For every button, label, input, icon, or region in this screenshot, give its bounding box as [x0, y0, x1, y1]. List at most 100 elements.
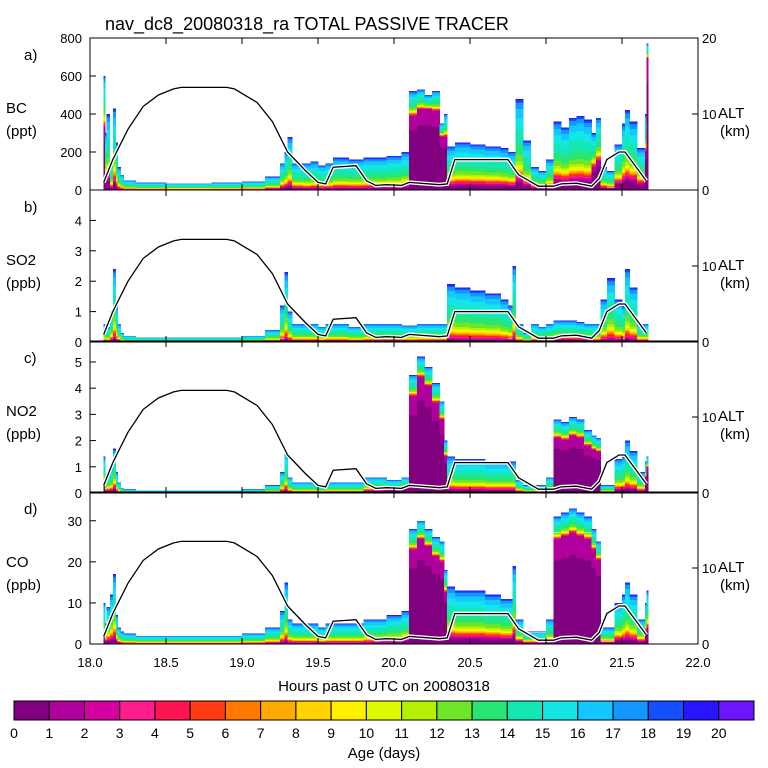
age-band-segment	[614, 634, 623, 636]
age-band-segment	[106, 121, 111, 130]
age-band-segment	[530, 324, 539, 325]
age-band-segment	[432, 538, 440, 540]
age-band-segment	[325, 337, 334, 339]
age-band-segment	[401, 160, 410, 166]
age-band-segment	[508, 152, 513, 154]
age-band-segment	[117, 483, 121, 484]
age-band-segment	[538, 171, 547, 172]
age-band-segment	[600, 637, 608, 639]
age-band-segment	[629, 170, 638, 172]
age-band-segment	[302, 164, 311, 167]
age-band-segment	[561, 327, 570, 331]
age-band-segment	[629, 638, 638, 640]
age-band-segment	[416, 90, 425, 92]
age-band-segment	[211, 339, 243, 341]
age-band-segment	[596, 545, 602, 549]
age-band-segment	[447, 464, 456, 469]
age-band-segment	[576, 323, 585, 325]
age-band-segment	[584, 324, 592, 325]
age-band-segment	[538, 188, 547, 190]
age-band-segment	[117, 633, 121, 637]
age-band-segment	[284, 487, 288, 489]
age-band-segment	[512, 636, 516, 644]
age-band-segment	[644, 152, 647, 160]
age-band-segment	[629, 128, 638, 136]
age-band-segment	[546, 161, 554, 163]
age-band-segment	[123, 338, 136, 340]
age-band-segment	[637, 337, 646, 339]
age-band-segment	[629, 332, 638, 334]
age-band-segment	[280, 472, 285, 474]
age-band-segment	[614, 485, 623, 487]
age-band-segment	[409, 383, 418, 387]
age-band-segment	[600, 178, 608, 182]
age-band-segment	[470, 153, 486, 160]
age-band-segment	[325, 623, 334, 625]
age-band-segment	[512, 480, 516, 484]
age-band-segment	[637, 333, 646, 336]
age-band-segment	[409, 531, 418, 534]
age-band-segment	[123, 180, 136, 182]
age-band-segment	[591, 163, 597, 165]
age-band-segment	[120, 634, 124, 637]
panel-letter: c)	[24, 350, 37, 367]
age-band-segment	[432, 93, 440, 96]
age-band-segment	[439, 333, 445, 336]
age-band-segment	[591, 531, 597, 534]
age-band-segment	[447, 605, 456, 615]
age-band-segment	[644, 470, 647, 473]
age-band-segment	[333, 187, 349, 189]
age-band-segment	[333, 183, 349, 184]
age-band-segment	[432, 110, 440, 127]
age-band-segment	[105, 623, 108, 625]
chart-title: nav_dc8_20080318_ra TOTAL PASSIVE TRACER	[105, 14, 509, 35]
age-band-segment	[515, 180, 524, 183]
age-band-segment	[416, 525, 425, 528]
age-band-segment	[325, 333, 334, 336]
age-band-segment	[576, 536, 585, 558]
age-band-segment	[568, 429, 577, 432]
age-band-segment	[444, 114, 448, 116]
age-band-segment	[363, 164, 387, 170]
age-band-segment	[287, 181, 293, 183]
age-band-segment	[363, 161, 387, 165]
age-band-segment	[106, 633, 111, 635]
age-band-segment	[424, 102, 433, 105]
age-band-segment	[454, 485, 471, 487]
y-tick-label: 0	[75, 183, 82, 198]
age-band-segment	[117, 629, 121, 632]
age-band-segment	[348, 161, 364, 164]
age-band-segment	[508, 339, 513, 341]
age-band-segment	[432, 393, 440, 397]
age-band-segment	[242, 640, 266, 642]
age-band-segment	[625, 326, 630, 329]
age-band-segment	[644, 145, 647, 147]
age-band-segment	[546, 187, 554, 190]
age-band-segment	[553, 532, 562, 535]
age-band-segment	[333, 174, 349, 179]
age-band-segment	[115, 153, 118, 160]
age-band-segment	[386, 159, 402, 164]
age-band-segment	[302, 327, 311, 331]
age-band-segment	[447, 487, 456, 489]
age-band-segment	[538, 634, 547, 636]
age-band-segment	[454, 183, 471, 185]
age-band-segment	[629, 479, 638, 482]
age-band-segment	[500, 472, 509, 478]
age-band-segment	[105, 637, 108, 638]
age-band-segment	[264, 628, 281, 630]
age-band-segment	[629, 121, 638, 123]
age-band-segment	[530, 632, 539, 634]
age-band-segment	[409, 391, 418, 393]
age-band-segment	[115, 625, 118, 630]
age-band-segment	[416, 324, 425, 326]
age-band-segment	[512, 333, 516, 336]
age-band-segment	[439, 549, 445, 553]
age-band-segment	[606, 301, 615, 312]
age-band-segment	[644, 477, 647, 481]
age-band-segment	[625, 624, 630, 627]
age-band-segment	[591, 133, 597, 135]
age-band-segment	[591, 544, 597, 546]
age-band-segment	[629, 489, 638, 493]
age-band-segment	[401, 631, 410, 634]
